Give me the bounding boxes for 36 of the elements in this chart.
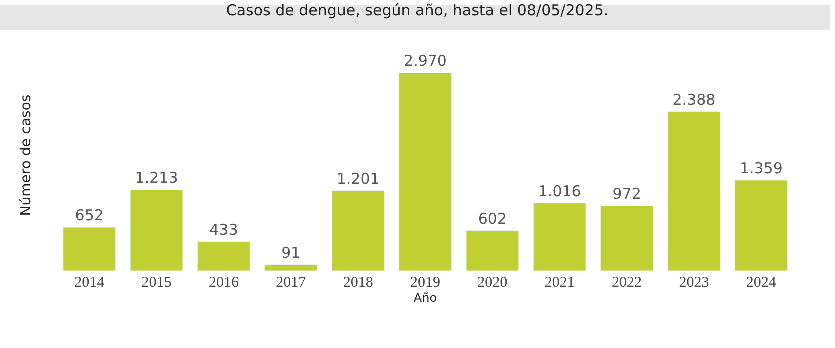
x-tick-label: 2016 bbox=[208, 275, 240, 291]
bar bbox=[63, 227, 116, 271]
data-label: 1.201 bbox=[336, 170, 380, 188]
data-label: 602 bbox=[478, 210, 507, 228]
x-tick-label: 2024 bbox=[746, 275, 777, 291]
bar bbox=[130, 190, 184, 271]
bar bbox=[734, 180, 788, 271]
x-tick-label: 2018 bbox=[343, 275, 374, 291]
x-tick-label: 2023 bbox=[679, 275, 710, 291]
data-label: 2.388 bbox=[672, 90, 716, 109]
data-label: 972 bbox=[612, 185, 642, 204]
data-label: 1.213 bbox=[135, 169, 178, 188]
data-label: 433 bbox=[210, 221, 238, 240]
y-axis-title: Número de casos bbox=[18, 94, 35, 216]
bar bbox=[600, 206, 654, 271]
data-label: 2.970 bbox=[404, 52, 447, 70]
bar bbox=[332, 190, 385, 271]
data-label: 91 bbox=[282, 244, 301, 262]
data-label: 652 bbox=[75, 206, 104, 225]
data-label: 1.359 bbox=[740, 159, 783, 178]
chart-title: Casos de dengue, según año, hasta el 08/05/2025. bbox=[226, 2, 609, 20]
x-tick-label: 2017 bbox=[276, 275, 307, 291]
bar bbox=[198, 242, 250, 271]
bar bbox=[264, 264, 318, 271]
bar bbox=[466, 230, 520, 271]
bar bbox=[668, 112, 721, 271]
x-tick-label: 2020 bbox=[478, 275, 508, 291]
data-label: 1.016 bbox=[538, 182, 582, 200]
x-tick-label: 2015 bbox=[142, 275, 172, 291]
x-tick-label: 2014 bbox=[74, 275, 106, 291]
bar bbox=[533, 203, 586, 271]
bar bbox=[399, 72, 452, 271]
x-tick-label: 2021 bbox=[544, 275, 575, 291]
x-tick-label: 2019 bbox=[410, 275, 440, 291]
x-axis-title: Año bbox=[414, 291, 438, 305]
x-tick-label: 2022 bbox=[612, 275, 642, 291]
